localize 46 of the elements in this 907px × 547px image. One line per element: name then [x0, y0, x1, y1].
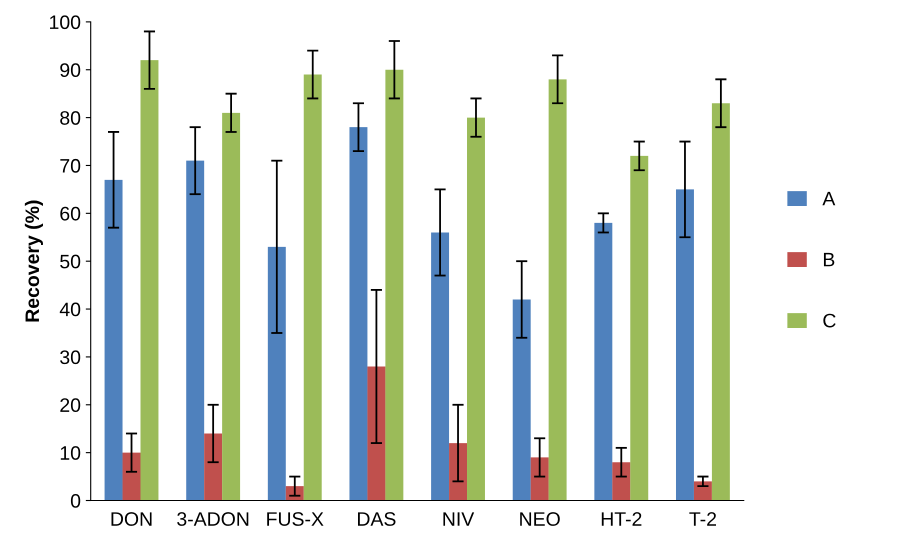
y-tick-label: 40	[60, 302, 80, 316]
legend-label: C	[823, 314, 836, 328]
x-tick-label: NEO	[520, 512, 560, 526]
y-tick-label: 30	[60, 350, 80, 364]
y-axis-title: Recovery (%)	[24, 200, 43, 322]
bar	[548, 79, 567, 501]
bar	[104, 180, 123, 501]
legend-label: B	[824, 252, 834, 266]
bar	[512, 299, 531, 501]
bar	[304, 74, 322, 501]
bar	[431, 232, 450, 501]
bar	[268, 246, 286, 501]
x-tick-label: T-2	[689, 512, 716, 526]
y-tick-label: 80	[60, 111, 80, 125]
x-tick-label: DON	[112, 512, 152, 526]
y-tick-label: 0	[70, 494, 80, 508]
bar	[385, 70, 404, 501]
bar	[630, 156, 648, 501]
y-tick-label: 60	[60, 206, 80, 221]
bar	[594, 222, 612, 501]
y-tick-label: 10	[60, 446, 80, 460]
bar	[140, 60, 158, 501]
bar	[530, 457, 549, 501]
bar	[694, 481, 712, 501]
bar	[712, 103, 730, 501]
bar	[612, 462, 630, 501]
bar	[467, 118, 485, 501]
bar	[449, 443, 468, 501]
y-tick-label: 100	[50, 15, 80, 30]
x-tick-label: NIV	[443, 512, 474, 526]
y-tick-label: 70	[60, 158, 80, 173]
y-tick-label: 90	[60, 63, 80, 77]
legend-label: A	[822, 192, 836, 206]
bar	[186, 160, 204, 501]
x-tick-label: HT-2	[602, 512, 642, 526]
bar	[676, 189, 694, 501]
bar	[204, 434, 222, 501]
x-tick-label: DAS	[358, 512, 396, 526]
bar	[222, 112, 240, 501]
y-tick-label: 20	[60, 398, 80, 412]
x-tick-label: FUS-X	[267, 512, 324, 526]
bar	[349, 127, 368, 501]
y-tick-label: 50	[60, 254, 80, 268]
bar	[367, 366, 386, 501]
x-tick-label: 3-ADON	[177, 512, 248, 526]
bar	[122, 452, 140, 501]
